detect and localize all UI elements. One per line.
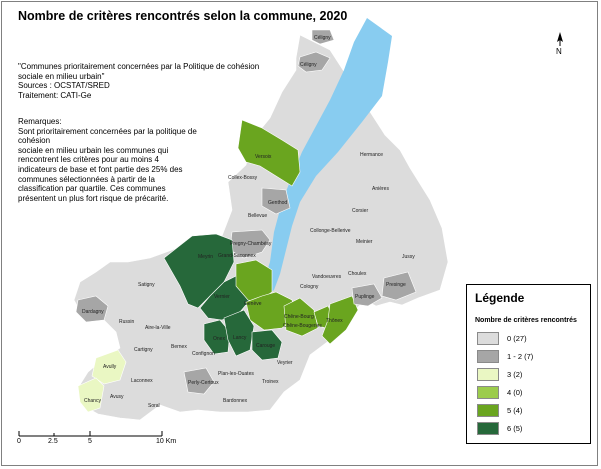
legend-label: 1 - 2 (7)	[507, 352, 534, 361]
legend-label: 6 (5)	[507, 424, 523, 433]
commune-carouge[interactable]	[251, 329, 283, 361]
legend-subtitle: Nombre de critères rencontrés	[475, 317, 577, 324]
remarks-line: Remarques:	[18, 117, 62, 126]
legend-label: 3 (2)	[507, 370, 523, 379]
remarks-line: rencontrent les critères pour au moins 4	[18, 155, 159, 165]
commune-celigny-top[interactable]	[311, 29, 335, 45]
commune-puplinge[interactable]	[351, 283, 383, 307]
remarks-line: classification par quartile. Ces commune…	[18, 184, 166, 194]
scale-tick-label: 2.5	[48, 438, 58, 445]
legend-item: 5 (4)	[477, 404, 587, 417]
map-title: Nombre de critères rencontrés selon la c…	[18, 9, 348, 23]
legend-item: 4 (0)	[477, 386, 587, 399]
source-note-line: "Communes prioritairement concernées par…	[18, 62, 260, 71]
commune-perly-certoux[interactable]	[183, 367, 215, 395]
north-arrow-icon: N	[556, 32, 563, 56]
commune-presinge[interactable]	[381, 271, 417, 301]
remarks-line: sociale en milieu urbain les communes qu…	[18, 145, 169, 155]
legend-swatch	[477, 386, 499, 399]
legend-swatch	[477, 368, 499, 381]
source-note: "Communes prioritairement concernées par…	[18, 62, 278, 100]
legend-label: 4 (0)	[507, 388, 523, 397]
commune-dardagny[interactable]	[75, 295, 109, 323]
legend-item: 6 (5)	[477, 422, 587, 435]
commune-lancy[interactable]	[223, 309, 255, 357]
scale-bar-graphic	[18, 431, 163, 437]
commune-versoix[interactable]	[237, 119, 301, 187]
commune-chancy[interactable]	[77, 377, 105, 413]
source-note-line: Traitement: CATI-Ge	[18, 90, 92, 100]
legend-title: Légende	[475, 291, 525, 305]
legend-swatch	[477, 422, 499, 435]
commune-genthod[interactable]	[261, 187, 291, 215]
remarks-line: communes sélectionnées à partir de la	[18, 174, 155, 184]
legend-item: 3 (2)	[477, 368, 587, 381]
legend-swatch	[477, 404, 499, 417]
commune-onex[interactable]	[203, 319, 231, 355]
north-label: N	[556, 47, 562, 56]
scale-tick-label: 0	[17, 438, 21, 445]
remarks-line: Sont prioritairement concernées par la p…	[18, 126, 197, 146]
legend-item: 0 (27)	[477, 332, 587, 345]
legend: Légende Nombre de critères rencontrés 0 …	[466, 284, 591, 444]
remarks-line: indicateurs de base et font partie des 2…	[18, 164, 183, 174]
scale-bar: 0 2.5 5 10 Km	[14, 430, 184, 452]
commune-celigny[interactable]	[297, 51, 331, 73]
commune-avully[interactable]	[91, 349, 127, 385]
canton-base	[73, 34, 449, 421]
remarks-note: Remarques: Sont prioritairement concerné…	[18, 117, 218, 203]
source-note-line: sociale en milieu urbain"	[18, 71, 105, 81]
commune-chene-bougeries[interactable]	[283, 297, 319, 337]
legend-swatch	[477, 350, 499, 363]
legend-swatch	[477, 332, 499, 345]
legend-item: 1 - 2 (7)	[477, 350, 587, 363]
scale-tick-label: 5	[88, 438, 92, 445]
scale-tick-label: 10 Km	[156, 438, 177, 445]
lake-leman	[262, 18, 392, 296]
remarks-line: présentent un plus fort risque de précar…	[18, 193, 169, 203]
legend-label: 0 (27)	[507, 334, 527, 343]
source-note-line: Sources : OCSTAT/SRED	[18, 81, 110, 91]
legend-label: 5 (4)	[507, 406, 523, 415]
